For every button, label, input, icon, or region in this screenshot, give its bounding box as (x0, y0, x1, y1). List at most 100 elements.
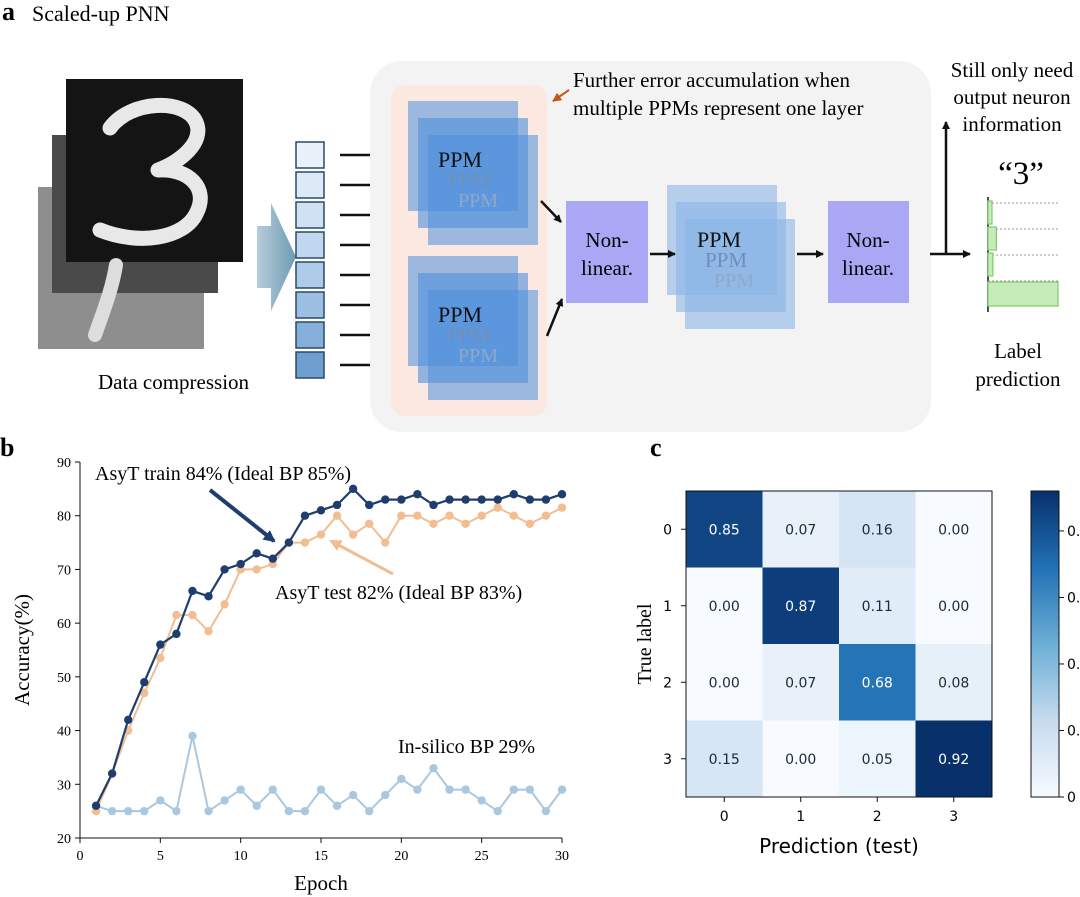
series-point-insilico (300, 806, 310, 816)
y-axis-title: Accuracy(%) (10, 594, 34, 706)
output-note-line-3: information (962, 112, 1062, 136)
series-point-insilico (252, 801, 261, 810)
series-point-test (348, 530, 358, 539)
series-point-insilico (557, 785, 567, 794)
series-point-test (316, 530, 326, 539)
vector-cell (295, 351, 325, 379)
series-point-test (445, 511, 454, 520)
heatmap-cell (839, 720, 916, 798)
series-point-insilico (429, 763, 438, 773)
output-note-line-2: output neuron (953, 85, 1071, 109)
series-point-insilico (413, 785, 422, 794)
series-point-insilico (445, 785, 454, 794)
y-tick-label: 50 (57, 671, 71, 686)
confusion-matrix: 0.85 0.07 0.16 0.00 0.00 0.87 0.11 0.00 0.00 0.07… (634, 490, 1080, 858)
series-point-train (365, 500, 374, 510)
panel-a-letter: a (2, 0, 15, 26)
series-point-test (156, 653, 165, 663)
series-point-insilico (284, 806, 294, 816)
series-point-test (477, 511, 486, 520)
annotation-arrow (552, 89, 570, 102)
colorbar (1030, 490, 1060, 798)
y-tick-label: 2 (663, 675, 672, 691)
ppm-label-shadow: PPM (705, 248, 747, 272)
heatmap-cell-label: 0.00 (785, 752, 816, 768)
x-axis-title: Epoch (294, 871, 348, 895)
series-point-train (316, 506, 326, 515)
nonlinear-1-line-1: Non- (585, 228, 628, 252)
series-point-insilico (493, 806, 502, 816)
nonlinear-1-line-2: linear. (581, 256, 633, 280)
series-point-test (365, 519, 374, 528)
label-prediction-line-1: Label (994, 339, 1042, 363)
series-point-test (397, 511, 406, 520)
annotation-line-2: multiple PPMs represent one layer (573, 96, 863, 120)
series-point-insilico (268, 785, 277, 794)
panel-b: b 20 30 40 50 60 70 80 90 0 5 10 15 20 25 30 Epoch Accur… (0, 433, 569, 895)
heatmap-cell (762, 644, 840, 721)
series-point-test (332, 511, 342, 520)
annotation-test-arrow (329, 539, 394, 576)
ppm-label-shadow: PPM (458, 190, 498, 212)
heatmap-cell-label: 0.16 (862, 522, 893, 538)
heatmap-cell (762, 567, 840, 645)
series-point-insilico (204, 806, 213, 816)
ppm-label: PPM (438, 147, 482, 172)
series-point-train (124, 715, 133, 725)
x-tick-label: 30 (555, 849, 569, 864)
x-tick-label: 2 (873, 809, 882, 825)
series-point-test (429, 519, 438, 528)
nonlinear-block-1: Non- linear. (566, 201, 648, 303)
ppm-label-shadow: PPM (714, 270, 754, 292)
heatmap-cell-label: 0.00 (709, 675, 740, 691)
series-line-test (95, 506, 563, 812)
colorbar-tick-label: 0.2 (1067, 723, 1080, 739)
heatmap-cell (762, 720, 840, 798)
heatmap-cell-label: 0.00 (709, 599, 740, 615)
y-axis-title: True label (634, 603, 656, 684)
heatmap-cell (915, 491, 993, 568)
panel-c-letter: c (650, 433, 662, 462)
prediction-bar (987, 252, 994, 277)
colorbar-tick-label: 0.6 (1067, 590, 1080, 606)
series-point-train (284, 538, 294, 547)
series-point-insilico (332, 801, 342, 810)
y-tick-label: 0 (663, 522, 672, 538)
x-tick-label: 0 (77, 849, 84, 864)
colorbar-tick-label: 0 (1067, 790, 1076, 806)
heatmap-cell (839, 644, 916, 721)
compression-chevron (257, 203, 296, 311)
arrow-bottom-to-nonlinear (545, 298, 564, 337)
series-point-train (381, 495, 390, 504)
x-tick-label: 5 (157, 849, 164, 864)
x-tick-label: 0 (720, 809, 729, 825)
series-point-train (236, 559, 245, 569)
series-point-insilico (188, 731, 197, 741)
ppm-module (428, 135, 538, 245)
heatmap-cell (762, 491, 840, 568)
series-point-test (140, 688, 149, 698)
panel-b-letter: b (0, 433, 14, 462)
series-point-train (493, 495, 502, 504)
series-point-insilico (477, 796, 486, 805)
x-tick-label: 20 (394, 849, 408, 864)
ppm-label-shadow: PPM (448, 168, 490, 192)
y-tick-label: 30 (57, 778, 71, 793)
heatmap-cell-label: 0.11 (862, 599, 893, 615)
vector-cell (295, 231, 325, 259)
heatmap-cell-label: 0.87 (785, 599, 816, 615)
y-tick-label: 80 (57, 510, 71, 525)
heatmap-cell (839, 491, 916, 568)
heatmap-cell-label: 0.07 (785, 522, 816, 538)
y-tick-label: 20 (57, 832, 71, 847)
series-point-test (172, 610, 181, 620)
colorbar-tick-label: 0.4 (1067, 657, 1080, 673)
ppm-label-shadow: PPM (448, 323, 490, 347)
series-point-train (557, 490, 567, 499)
series-point-insilico (365, 806, 374, 816)
vector-cell (295, 321, 325, 349)
series-line-train (95, 487, 563, 807)
series-point-train (397, 495, 406, 504)
